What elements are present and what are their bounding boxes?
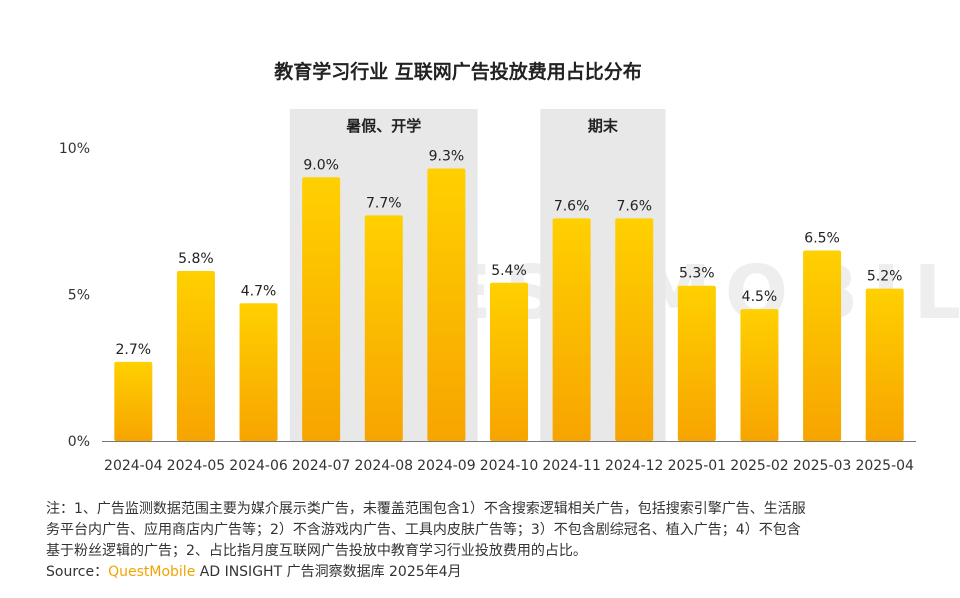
bar-2025-04 <box>865 288 904 441</box>
note-line-1: 注：1、广告监测数据范围主要为媒介展示类广告，未覆盖范围包含1）不含搜索逻辑相关… <box>46 501 806 517</box>
bar-series: 2.7% 5.8% 4.7% 9.0% 7.7% 9.3% 5.4% 7.6% 7.6% 5.3%… <box>114 149 904 442</box>
bar-2024-10 <box>490 282 528 441</box>
highlight-band-label: 暑假、开学 <box>346 117 421 135</box>
bar-2024-12 <box>615 218 654 441</box>
x-tick-label: 2024-08 <box>355 458 414 474</box>
x-tick-label: 2024-09 <box>417 458 476 474</box>
source-brand: QuestMobile <box>108 564 196 580</box>
value-label: 5.2% <box>867 269 903 285</box>
y-tick-label: 5% <box>68 288 90 304</box>
value-label: 7.6% <box>554 198 590 214</box>
y-tick-label: 10% <box>59 141 90 157</box>
chart-title: 教育学习行业 互联网广告投放费用占比分布 <box>274 60 642 83</box>
x-tick-label: 2025-01 <box>668 458 727 474</box>
y-tick-label: 0% <box>68 434 90 450</box>
value-label: 5.4% <box>491 263 527 279</box>
bar-2024-07 <box>302 177 341 442</box>
bar-2024-05 <box>176 271 215 441</box>
x-tick-label: 2025-03 <box>793 458 852 474</box>
x-tick-label: 2025-04 <box>855 458 914 474</box>
value-label: 9.0% <box>303 157 339 173</box>
highlight-band-label: 期末 <box>588 117 619 135</box>
bar-2024-06 <box>239 303 278 441</box>
value-label: 9.3% <box>429 149 465 165</box>
x-tick-label: 2024-10 <box>480 458 539 474</box>
bar-2024-04 <box>114 361 153 441</box>
x-tick-label: 2025-02 <box>730 458 789 474</box>
value-label: 7.6% <box>616 198 652 214</box>
x-tick-label: 2024-11 <box>542 458 601 474</box>
bar-2025-02 <box>740 309 779 441</box>
bar-2024-11 <box>552 218 591 441</box>
value-label: 4.7% <box>241 283 277 299</box>
bar-2024-08 <box>364 215 403 441</box>
x-tick-label: 2024-06 <box>229 458 288 474</box>
value-label: 5.8% <box>178 251 214 267</box>
x-axis: 2024-04 2024-05 2024-06 2024-07 2024-08 2024-… <box>102 441 916 474</box>
highlight-bands: 暑假、开学 期末 <box>289 109 666 441</box>
source-prefix: Source： <box>46 564 109 580</box>
bar-2025-01 <box>677 285 716 441</box>
footnotes: 注：1、广告监测数据范围主要为媒介展示类广告，未覆盖范围包含1）不含搜索逻辑相关… <box>46 499 926 583</box>
bar-2024-09 <box>427 168 466 441</box>
y-axis: 0% 5% 10% <box>59 141 90 450</box>
x-tick-label: 2024-12 <box>605 458 664 474</box>
source-line: Source：QuestMobile AD INSIGHT 广告洞察数据库 20… <box>46 562 926 583</box>
source-suffix: AD INSIGHT 广告洞察数据库 2025年4月 <box>195 564 462 580</box>
note-line-3: 基于粉丝逻辑的广告；2、占比指月度互联网广告投放中教育学习行业投放费用的占比。 <box>46 543 587 559</box>
x-tick-label: 2024-07 <box>292 458 351 474</box>
value-label: 4.5% <box>742 289 778 305</box>
value-label: 7.7% <box>366 195 402 211</box>
bar-2025-03 <box>803 250 842 441</box>
x-tick-label: 2024-05 <box>167 458 226 474</box>
value-label: 2.7% <box>116 342 152 358</box>
value-label: 6.5% <box>804 231 840 247</box>
x-tick-label: 2024-04 <box>104 458 163 474</box>
value-label: 5.3% <box>679 266 715 282</box>
note-line-2: 务平台内广告、应用商店内广告等；2）不含游戏内广告、工具内皮肤广告等；3）不包含… <box>46 522 801 538</box>
